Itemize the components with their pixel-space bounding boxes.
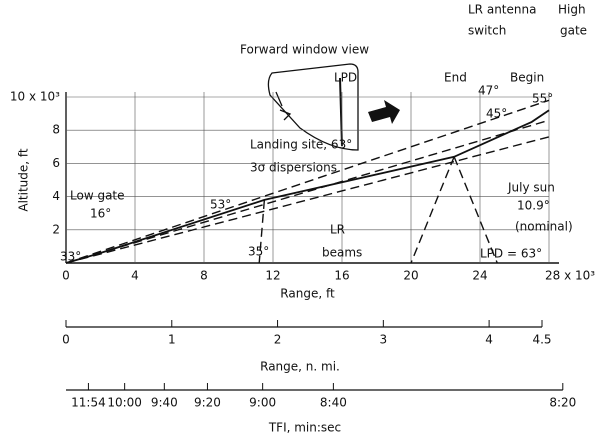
- y-tick-label: 4: [52, 189, 60, 203]
- tfi-tick-label: 10:00: [107, 396, 142, 410]
- annotation: Landing site, 63°: [250, 138, 352, 152]
- annotation: 47°: [478, 84, 499, 98]
- annotation: (nominal): [515, 220, 573, 234]
- annotation: switch: [468, 24, 506, 38]
- arrow: [368, 100, 400, 124]
- x-tick-label: 24: [472, 269, 487, 283]
- annotation: 3σ dispersions: [250, 161, 337, 175]
- tfi-axis-label: TFI, min:sec: [268, 421, 341, 435]
- nmi-tick-label: 1: [168, 333, 176, 347]
- window-view: [267, 63, 359, 151]
- annotation: 55°: [532, 92, 553, 106]
- x-tick-label: 0: [62, 269, 70, 283]
- x-tick-label: 8: [200, 269, 208, 283]
- x-tick-label: 20: [403, 269, 418, 283]
- tfi-tick-label: 9:40: [151, 396, 178, 410]
- x-tick-label: 28 x 10³: [545, 269, 595, 283]
- x-tick-label: 16: [334, 269, 349, 283]
- annotation: 53°: [210, 198, 231, 212]
- series-line: [453, 156, 498, 264]
- nmi-tick-label: 4: [485, 333, 493, 347]
- series-line: [65, 136, 550, 264]
- tfi-tick-label: 8:40: [320, 396, 347, 410]
- tfi-tick-label: 9:20: [194, 396, 221, 410]
- annotation: End: [444, 71, 467, 85]
- series-line: [258, 199, 266, 264]
- nmi-tick-label: 3: [380, 333, 388, 347]
- annotation: LPD = 63°: [480, 247, 542, 261]
- annotation: Low gate: [70, 189, 125, 203]
- annotation: Forward window view: [240, 43, 369, 57]
- annotation: beams: [322, 246, 362, 260]
- annotation: LR antenna: [468, 3, 536, 17]
- annotation: High: [558, 3, 586, 17]
- y-tick-label: 8: [52, 123, 60, 137]
- annotation: 10.9°: [517, 199, 550, 213]
- annotation: Begin: [510, 71, 544, 85]
- y-tick-label: 10 x 10³: [10, 90, 60, 104]
- x-axis-label: Range, ft: [280, 287, 335, 301]
- annotation: 35°: [248, 245, 269, 259]
- y-tick-label: 2: [52, 222, 60, 236]
- tfi-tick-label: 8:20: [549, 396, 576, 410]
- nmi-tick-label: 2: [274, 333, 282, 347]
- y-tick-label: 6: [52, 156, 60, 170]
- nmi-axis-label: Range, n. mi.: [260, 360, 340, 374]
- series-line: [410, 156, 455, 264]
- annotation: 33°: [60, 250, 81, 264]
- nmi-tick-label: 4.5: [532, 333, 551, 347]
- nmi-tick-label: 0: [62, 333, 70, 347]
- y-axis-label: Altitude, ft: [17, 148, 31, 212]
- annotation: 16°: [90, 207, 111, 221]
- tfi-tick-label: 11:54: [71, 396, 106, 410]
- annotation: 45°: [486, 107, 507, 121]
- x-tick-label: 4: [131, 269, 139, 283]
- annotation: July sun: [507, 181, 555, 195]
- tfi-tick-label: 9:00: [249, 396, 276, 410]
- annotation: gate: [560, 24, 587, 38]
- annotation: LPD: [334, 71, 357, 85]
- annotation: LR: [330, 223, 345, 237]
- x-tick-label: 12: [265, 269, 280, 283]
- series-line: [65, 99, 550, 264]
